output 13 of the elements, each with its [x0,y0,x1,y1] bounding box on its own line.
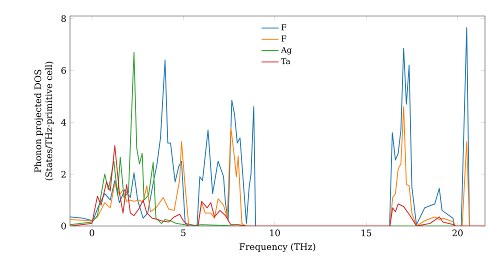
y-tick-label: 2 [61,170,66,178]
x-tick-label: 5 [181,230,186,236]
x-tick-label: 15 [362,230,372,236]
y-tick-label: 0 [61,222,66,230]
y-tick-label: 8 [61,15,66,22]
x-tick-label: 10 [270,230,280,236]
line-series [70,145,486,226]
x-axis-title: Frequency (THz) [240,243,316,252]
y-tick-label: 4 [61,118,66,126]
y-axis-title: Phonon projected DOS (States/THz·primitive cell) [34,62,54,180]
y-tick-label: 6 [61,67,66,74]
x-tick-label: 0 [90,230,94,236]
x-tick-label: 20 [452,230,463,236]
